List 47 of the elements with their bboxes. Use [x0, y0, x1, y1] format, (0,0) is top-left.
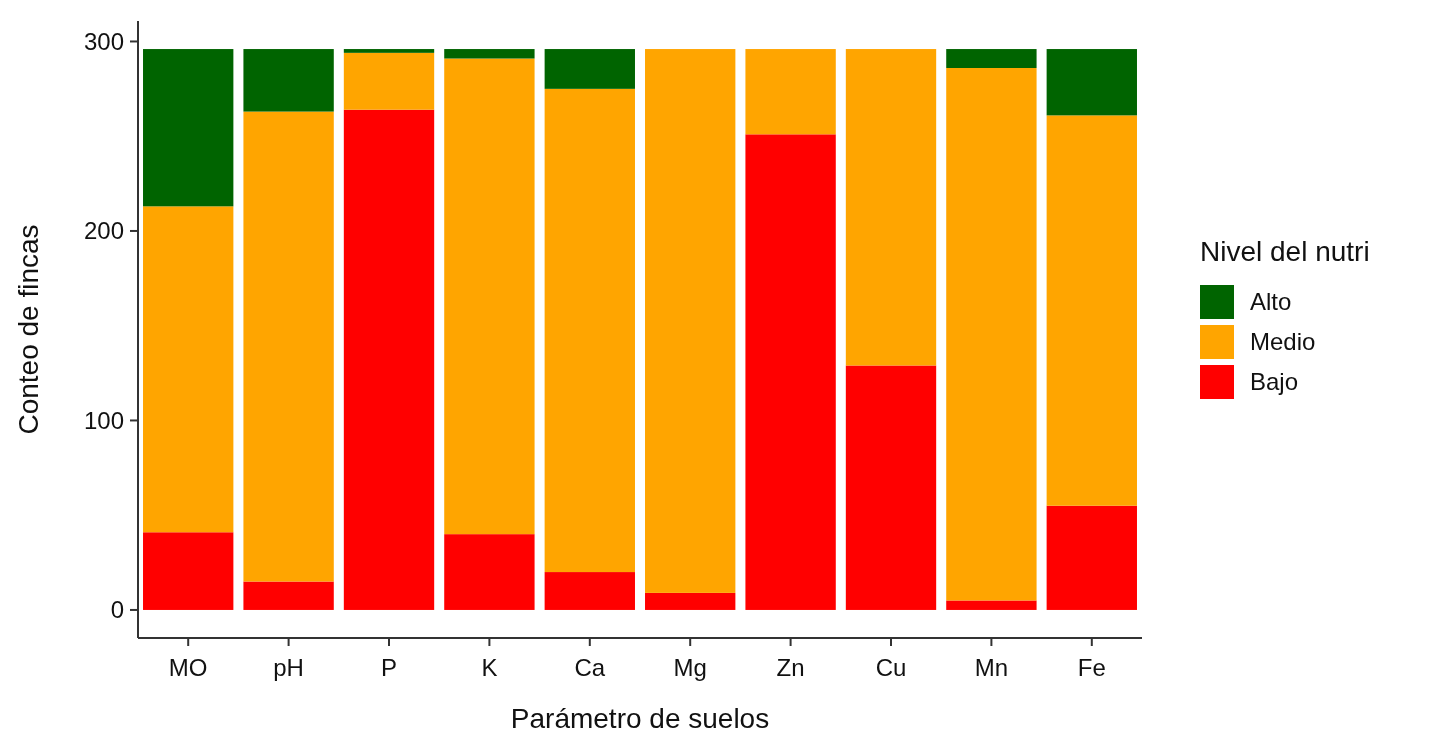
- bar: [243, 49, 334, 112]
- x-tick-label: Ca: [574, 654, 606, 681]
- x-tick-label: MO: [168, 654, 208, 681]
- bar: [343, 49, 435, 53]
- bar: [845, 49, 937, 366]
- bar: [845, 365, 937, 610]
- bar: [444, 58, 535, 535]
- x-tick-label: P: [380, 654, 398, 681]
- legend-label: Bajo: [1250, 368, 1299, 396]
- x-tick-label: Mg: [673, 654, 707, 681]
- bar: [1046, 505, 1137, 610]
- y-axis-title: Conteo de fincas: [13, 224, 44, 435]
- bar: [143, 532, 234, 610]
- y-tick-label: 300: [83, 27, 124, 55]
- x-tick-label: Fe: [1077, 654, 1106, 681]
- bar: [946, 68, 1037, 601]
- legend-label: Medio: [1250, 328, 1316, 356]
- bar: [745, 134, 836, 610]
- bar: [946, 600, 1037, 610]
- bar: [544, 88, 635, 573]
- bar: [645, 592, 736, 610]
- bar: [243, 581, 334, 610]
- bar: [645, 49, 736, 593]
- bar: [544, 49, 635, 89]
- bar: [544, 572, 635, 610]
- x-axis-title: Parámetro de suelos: [510, 703, 770, 734]
- bar: [444, 49, 535, 59]
- x-tick-label: Mn: [974, 654, 1009, 681]
- legend-title: Nivel del nutri: [1200, 236, 1370, 267]
- x-tick-label: Cu: [875, 654, 907, 681]
- y-tick-label: 100: [83, 406, 124, 434]
- bar: [946, 49, 1037, 68]
- x-tick-label: K: [481, 654, 498, 681]
- bar: [745, 49, 836, 135]
- bar: [143, 49, 234, 207]
- bar: [243, 111, 334, 582]
- bar: [343, 52, 435, 110]
- legend-label: Alto: [1250, 288, 1292, 316]
- bar: [343, 109, 435, 610]
- bar: [1046, 115, 1137, 506]
- bar: [143, 206, 234, 533]
- x-tick-label: pH: [273, 654, 304, 681]
- x-tick-label: Zn: [776, 654, 805, 681]
- y-tick-label: 0: [110, 596, 124, 624]
- y-tick-label: 200: [83, 217, 124, 245]
- bar: [444, 534, 535, 610]
- bar: [1046, 49, 1137, 116]
